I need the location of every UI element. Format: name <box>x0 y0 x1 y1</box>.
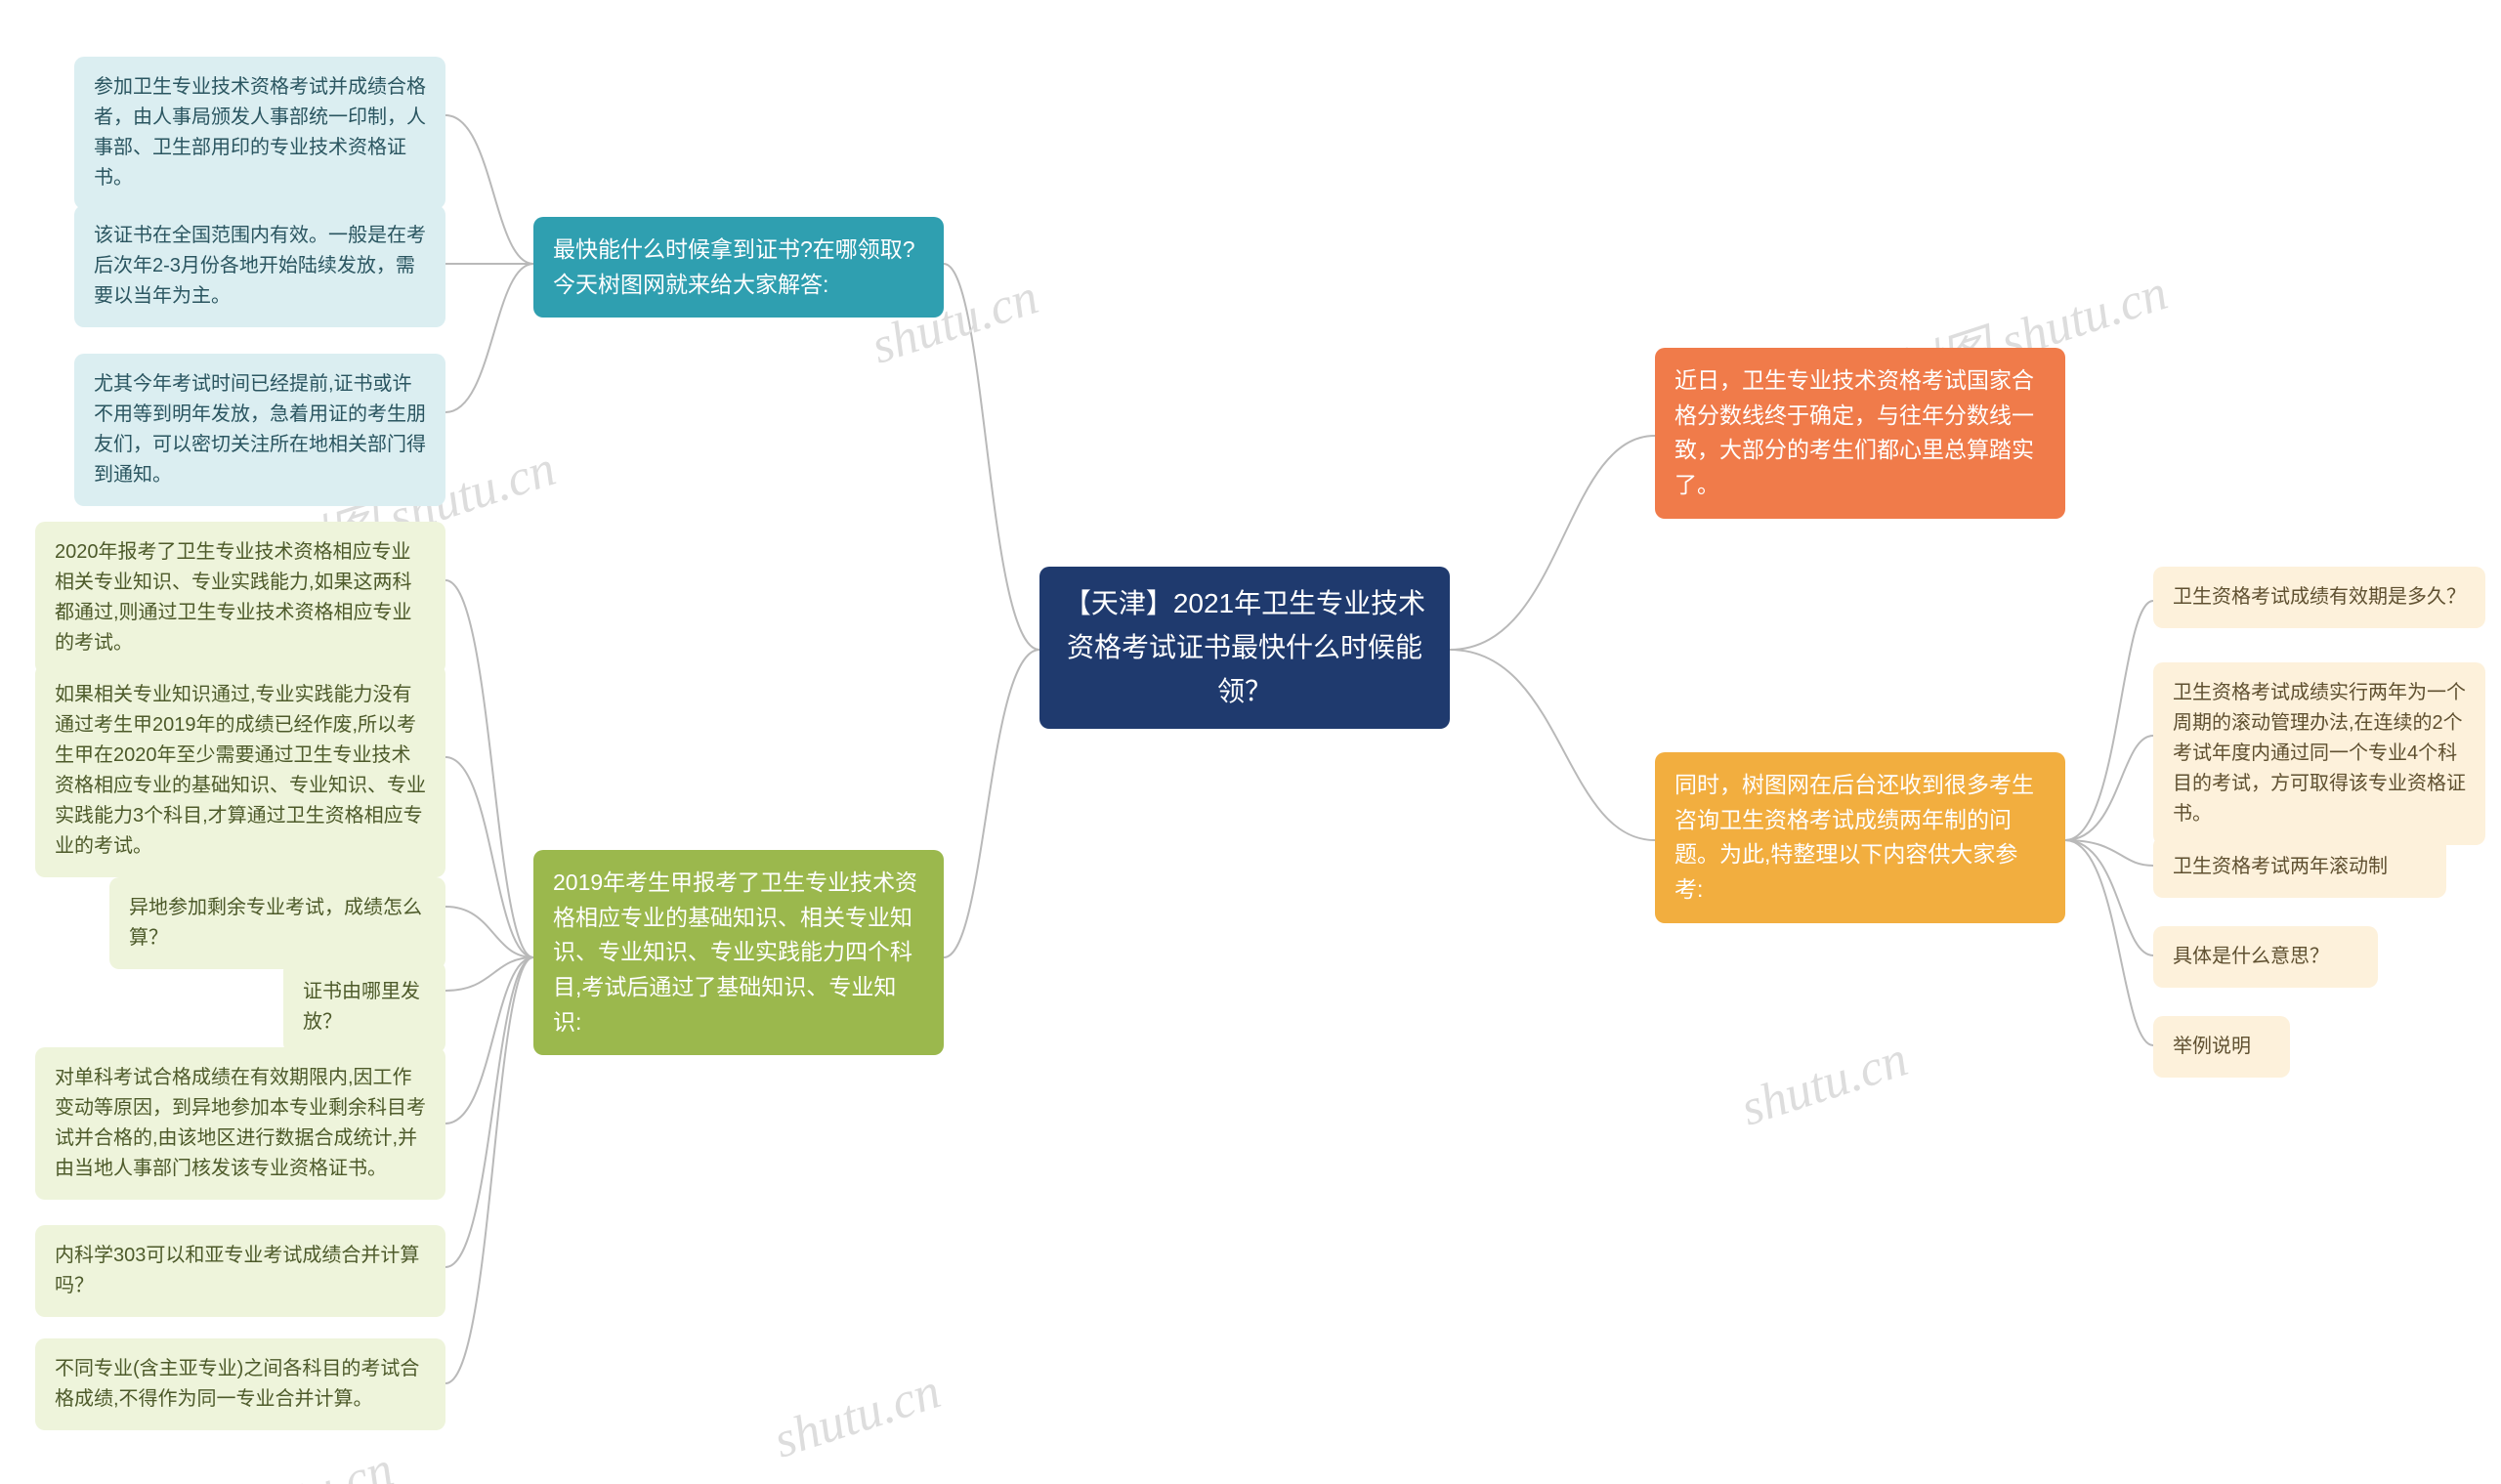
leaf-left-olive[interactable]: 内科学303可以和亚专业考试成绩合并计算吗？ <box>35 1225 445 1317</box>
edge <box>445 957 533 991</box>
branch-left-2[interactable]: 2019年考生甲报考了卫生专业技术资格相应专业的基础知识、相关专业知识、专业知识… <box>533 850 944 1055</box>
edge <box>445 957 533 1383</box>
edge <box>2065 840 2153 955</box>
edge <box>944 650 1039 957</box>
edge <box>2065 601 2153 840</box>
watermark: shutu.cn <box>220 1440 400 1484</box>
edge <box>2065 840 2153 866</box>
watermark: shutu.cn <box>767 1362 947 1469</box>
edge <box>2065 736 2153 840</box>
watermark: shutu.cn <box>1734 1030 1914 1137</box>
leaf-left-olive[interactable]: 如果相关专业知识通过,专业实践能力没有通过考生甲2019年的成绩已经作废,所以考… <box>35 664 445 877</box>
leaf-left-teal[interactable]: 该证书在全国范围内有效。一般是在考后次年2-3月份各地开始陆续发放，需要以当年为… <box>74 205 445 327</box>
edge <box>445 757 533 957</box>
leaf-right[interactable]: 卫生资格考试两年滚动制 <box>2153 836 2446 898</box>
edge <box>445 115 533 264</box>
leaf-left-teal[interactable]: 尤其今年考试时间已经提前,证书或许不用等到明年发放，急着用证的考生朋友们，可以密… <box>74 354 445 506</box>
leaf-right[interactable]: 卫生资格考试成绩实行两年为一个周期的滚动管理办法,在连续的2个考试年度内通过同一… <box>2153 662 2485 845</box>
edge <box>944 264 1039 650</box>
leaf-right[interactable]: 举例说明 <box>2153 1016 2290 1078</box>
branch-right-1[interactable]: 近日，卫生专业技术资格考试国家合格分数线终于确定，与往年分数线一致，大部分的考生… <box>1655 348 2065 519</box>
leaf-left-olive[interactable]: 不同专业(含主亚专业)之间各科目的考试合格成绩,不得作为同一专业合并计算。 <box>35 1338 445 1430</box>
edge <box>445 907 533 957</box>
edge <box>2065 840 2153 1045</box>
edge <box>1450 436 1655 650</box>
edge <box>445 264 533 412</box>
edge <box>445 957 533 1124</box>
edge <box>445 580 533 957</box>
leaf-left-olive[interactable]: 对单科考试合格成绩在有效期限内,因工作变动等原因，到异地参加本专业剩余科目考试并… <box>35 1047 445 1200</box>
leaf-left-olive[interactable]: 2020年报考了卫生专业技术资格相应专业相关专业知识、专业实践能力,如果这两科都… <box>35 522 445 674</box>
leaf-left-teal[interactable]: 参加卫生专业技术资格考试并成绩合格者，由人事局颁发人事部统一印制，人事部、卫生部… <box>74 57 445 209</box>
leaf-left-olive[interactable]: 异地参加剩余专业考试，成绩怎么算？ <box>109 877 445 969</box>
edge <box>1450 650 1655 840</box>
leaf-right[interactable]: 卫生资格考试成绩有效期是多久？ <box>2153 567 2485 628</box>
branch-right-2[interactable]: 同时，树图网在后台还收到很多考生咨询卫生资格考试成绩两年制的问题。为此,特整理以… <box>1655 752 2065 923</box>
edge <box>445 957 533 1267</box>
branch-left-1[interactable]: 最快能什么时候拿到证书?在哪领取?今天树图网就来给大家解答: <box>533 217 944 318</box>
mindmap-canvas: 树图 shutu.cn shutu.cn 树图 shutu.cn shutu.c… <box>0 0 2501 1484</box>
root-node[interactable]: 【天津】2021年卫生专业技术资格考试证书最快什么时候能领？ <box>1039 567 1450 729</box>
leaf-left-olive[interactable]: 证书由哪里发放？ <box>283 961 445 1053</box>
leaf-right[interactable]: 具体是什么意思？ <box>2153 926 2378 988</box>
